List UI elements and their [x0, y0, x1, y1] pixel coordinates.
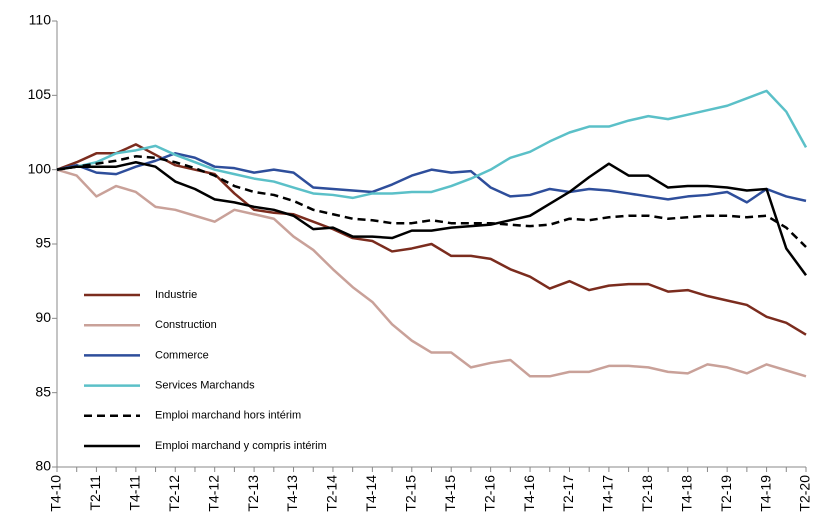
series-line [56, 89, 808, 200]
y-tick-label: 80 [35, 458, 51, 474]
legend-label: Emploi marchand hors intérim [155, 410, 301, 422]
legend-label: Industrie [155, 289, 197, 301]
y-tick-label: 90 [35, 309, 51, 325]
x-tick-label: T2-14 [324, 475, 340, 512]
x-tick-label: T4-14 [363, 475, 379, 512]
y-tick-label: 85 [35, 383, 51, 399]
x-tick-label: T2-15 [402, 475, 418, 512]
legend-label: Services Marchands [155, 380, 255, 392]
legend-label: Emploi marchand y compris intérim [155, 440, 327, 452]
x-tick-label: T4-11 [127, 475, 143, 511]
series-line [56, 155, 807, 248]
legend-label: Commerce [155, 349, 209, 361]
series-line [56, 152, 807, 204]
legend-label: Construction [155, 319, 217, 331]
x-tick-label: T2-11 [87, 475, 103, 511]
x-tick-label: T2-13 [245, 475, 261, 512]
y-tick-label: 100 [28, 160, 52, 176]
x-tick-label: T2-16 [481, 475, 497, 512]
x-tick-label: T4-12 [205, 475, 221, 512]
series-line [56, 168, 807, 378]
series-line [56, 160, 808, 276]
x-tick-label: T4-16 [521, 475, 537, 512]
x-tick-label: T2-20 [797, 475, 813, 512]
x-tick-label: T2-19 [718, 475, 734, 512]
x-tick-label: T2-18 [639, 475, 655, 512]
x-tick-label: T4-18 [678, 475, 694, 512]
x-tick-label: T4-19 [757, 475, 773, 512]
x-tick-label: T2-17 [560, 475, 576, 512]
x-tick-label: T2-12 [166, 475, 182, 512]
x-tick-label: T4-17 [600, 475, 616, 512]
x-tick-label: T4-15 [442, 475, 458, 512]
x-tick-label: T4-10 [48, 475, 64, 512]
y-tick-label: 105 [28, 86, 52, 102]
y-tick-label: 95 [35, 235, 51, 251]
x-tick-label: T4-13 [284, 475, 300, 512]
series-line [56, 143, 807, 336]
y-tick-label: 110 [29, 12, 52, 28]
